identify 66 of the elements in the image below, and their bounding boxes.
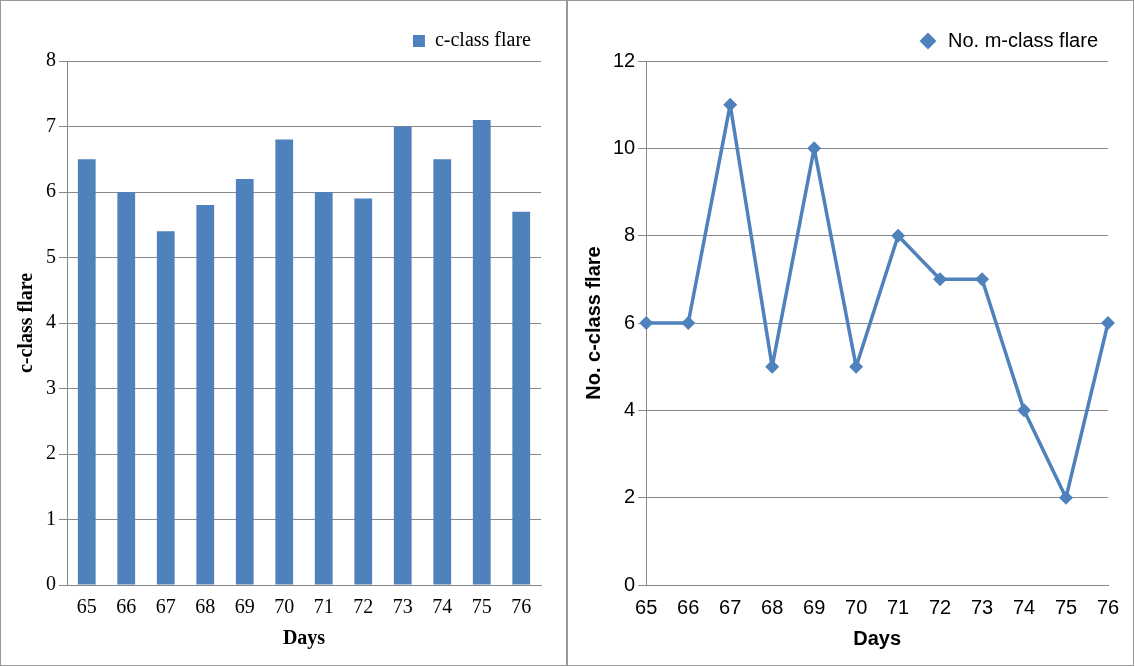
- x-tick-label: 68: [195, 595, 216, 618]
- bar: [117, 192, 136, 585]
- x-tick-label: 71: [886, 595, 910, 618]
- bar: [354, 198, 373, 585]
- x-tick-label: 71: [313, 595, 334, 618]
- x-tick-label: 70: [845, 595, 868, 618]
- bar: [275, 139, 294, 585]
- y-tick-label: 4: [624, 397, 636, 420]
- x-tick-label: 66: [677, 595, 700, 618]
- y-tick-label: 0: [46, 572, 56, 595]
- point: [933, 272, 948, 287]
- bar: [156, 231, 175, 585]
- y-tick-label: 1: [46, 506, 56, 529]
- x-tick-label: 74: [1012, 595, 1036, 618]
- x-tick-label: 76: [511, 595, 532, 618]
- point: [891, 228, 906, 243]
- bar: [433, 159, 452, 585]
- x-tick-label: 74: [432, 595, 453, 618]
- x-tick-label: 65: [635, 595, 658, 618]
- x-tick-label: 75: [471, 595, 492, 618]
- y-tick-label: 10: [613, 135, 636, 158]
- y-tick-label: 2: [624, 485, 636, 508]
- x-tick-label: 67: [719, 595, 742, 618]
- x-tick-label: 65: [76, 595, 97, 618]
- y-tick-label: 7: [46, 113, 56, 136]
- point: [1017, 403, 1032, 418]
- y-tick-label: 5: [46, 244, 56, 267]
- legend-label: No. m-class flare: [947, 28, 1098, 51]
- bar: [512, 211, 531, 585]
- legend-label: c-class flare: [434, 28, 532, 51]
- x-tick-label: 70: [274, 595, 295, 618]
- y-tick-label: 2: [46, 441, 56, 464]
- y-tick-label: 12: [613, 48, 636, 71]
- y-tick-label: 6: [46, 179, 56, 202]
- x-tick-label: 69: [234, 595, 255, 618]
- y-tick-label: 6: [624, 310, 636, 333]
- x-axis-title: Days: [853, 626, 902, 649]
- point: [975, 272, 990, 287]
- bar: [235, 178, 254, 585]
- x-tick-label: 67: [155, 595, 176, 618]
- x-tick-label: 73: [392, 595, 413, 618]
- point: [681, 316, 696, 330]
- y-tick-label: 3: [46, 375, 56, 398]
- y-axis-title: c-class flare: [14, 272, 37, 374]
- x-axis-title: Days: [282, 626, 326, 650]
- y-tick-label: 4: [46, 310, 56, 333]
- x-tick-label: 76: [1096, 595, 1120, 618]
- bar: [196, 205, 215, 585]
- x-tick-label: 69: [803, 595, 826, 618]
- point: [723, 97, 738, 112]
- y-tick-label: 8: [46, 48, 56, 71]
- point: [1101, 316, 1115, 330]
- y-axis-title: No. c-class flare: [581, 246, 604, 400]
- bar: [472, 119, 491, 585]
- x-tick-label: 68: [761, 595, 784, 618]
- x-tick-label: 75: [1054, 595, 1078, 618]
- bar: [393, 126, 412, 585]
- x-tick-label: 72: [353, 595, 374, 618]
- y-tick-label: 0: [624, 572, 636, 595]
- x-tick-label: 72: [928, 595, 952, 618]
- x-tick-label: 66: [116, 595, 137, 618]
- bar: [314, 192, 333, 585]
- y-tick-label: 8: [624, 223, 636, 246]
- point: [1059, 490, 1074, 505]
- x-tick-label: 73: [970, 595, 994, 618]
- bar: [77, 159, 96, 585]
